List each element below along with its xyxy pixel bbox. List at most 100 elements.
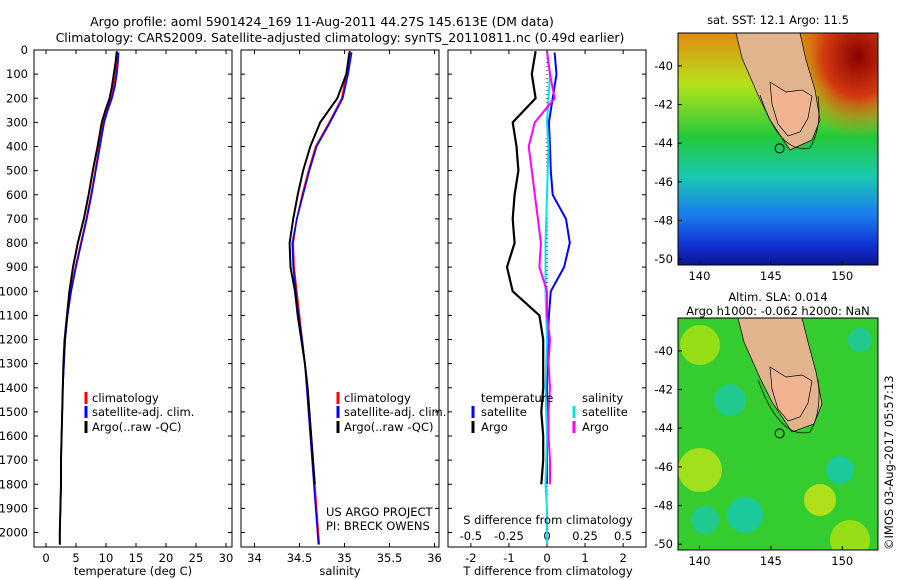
legend-sal-argo-label: Argo — [582, 420, 609, 434]
sla-map-axes: 140 145 150 -40 -42 -44 -46 -48 -50 — [654, 344, 853, 568]
map-y-tick-label: -40 — [654, 344, 673, 358]
difference-series-temperature-satellite — [546, 52, 571, 485]
project-annotation-line1: US ARGO PROJECT — [326, 505, 434, 519]
imos-watermark: ©IMOS 03-Aug-2017 05:57:13 — [882, 375, 896, 550]
figure-title-line1: Argo profile: aoml 5901424_169 11-Aug-20… — [90, 14, 554, 29]
salinity-diff-tick-label: -0.5 — [460, 529, 482, 543]
x-tick-label: 0 — [543, 551, 550, 565]
x-tick-label: 35.5 — [377, 551, 403, 565]
map-y-tick-label: -48 — [654, 499, 673, 513]
x-tick-label: 2 — [619, 551, 626, 565]
difference-xlabel-salinity: S difference from climatology — [463, 513, 633, 527]
sla-anomaly-patches — [678, 325, 872, 550]
difference-series-salinity-argo — [527, 51, 556, 485]
figure-title-line2: Climatology: CARS2009. Satellite-adjuste… — [56, 30, 625, 45]
legend-satellite-label: satellite-adj. clim. — [92, 405, 194, 419]
x-tick-label: 0 — [42, 551, 49, 565]
sla-patch — [826, 456, 854, 484]
map-y-tick-label: -48 — [654, 214, 673, 228]
depth-tick-label: 1900 — [0, 501, 28, 515]
depth-tick-label: 600 — [6, 188, 28, 202]
map-x-tick-label: 150 — [831, 554, 853, 568]
legend-temp-satellite-label: satellite — [481, 405, 527, 419]
temperature-series-argo — [58, 51, 118, 545]
x-tick-label: 20 — [159, 551, 174, 565]
map-y-tick-label: -46 — [654, 460, 673, 474]
legend-climatology-label: climatology — [344, 391, 411, 405]
temperature-xlabel: temperature (deg C) — [74, 564, 192, 578]
sst-map-frame — [677, 32, 879, 266]
depth-tick-label: 900 — [6, 260, 28, 274]
depth-tick-label: 2000 — [0, 526, 28, 540]
legend-argo-label: Argo(..raw -QC) — [92, 420, 182, 434]
sla-map: Altim. SLA: 0.014 Argo h1000: -0.062 h20… — [654, 290, 879, 568]
depth-tick-label: 200 — [6, 91, 28, 105]
sla-patch — [727, 497, 763, 533]
difference-legend: temperature satellite Argo salinity sate… — [471, 391, 628, 434]
map-y-tick-label: -50 — [654, 537, 673, 551]
depth-tick-label: 1700 — [0, 453, 28, 467]
sla-patch — [714, 384, 746, 416]
tasmania-island — [769, 81, 813, 137]
map-y-tick-label: -44 — [654, 421, 673, 435]
temperature-legend: climatology satellite-adj. clim. Argo(..… — [84, 391, 194, 434]
map-y-tick-label: -50 — [654, 252, 673, 266]
isobath-contour — [757, 379, 820, 434]
depth-tick-label: 1800 — [0, 477, 28, 491]
sla-patch — [691, 506, 719, 534]
salinity-panel-frame — [240, 49, 440, 548]
salinity-series-climatology — [292, 52, 350, 545]
temperature-panel-frame — [33, 49, 233, 548]
sla-patch — [680, 325, 720, 365]
sla-map-frame — [677, 317, 879, 551]
sla-patch — [804, 484, 836, 516]
depth-tick-label: 300 — [6, 115, 28, 129]
x-tick-label: -2 — [465, 551, 476, 565]
legend-temp-argo-label: Argo — [481, 420, 508, 434]
map-y-tick-label: -40 — [654, 59, 673, 73]
salinity-plot: 34 34.5 35 35.5 36 — [247, 50, 442, 565]
x-tick-label: 10 — [99, 551, 114, 565]
x-tick-label: 36 — [427, 551, 442, 565]
salinity-xlabel: salinity — [319, 564, 360, 578]
legend-satellite-label: satellite-adj. clim. — [344, 405, 446, 419]
depth-tick-label: 400 — [6, 140, 28, 154]
sst-map-title: sat. SST: 12.1 Argo: 11.5 — [707, 13, 849, 27]
x-tick-label: 30 — [219, 551, 234, 565]
map-x-tick-label: 140 — [688, 554, 710, 568]
depth-tick-label: 700 — [6, 212, 28, 226]
x-tick-label: -1 — [503, 551, 514, 565]
map-y-tick-label: -44 — [654, 136, 673, 150]
salinity-diff-tick-label: 0.5 — [614, 529, 632, 543]
salinity-diff-tick-label: 0.25 — [572, 529, 598, 543]
depth-tick-label: 1500 — [0, 405, 28, 419]
sla-patch — [848, 328, 872, 352]
map-y-tick-label: -42 — [654, 383, 673, 397]
temperature-plot: 0 5 10 15 20 25 30 — [42, 50, 233, 565]
x-tick-label: 34 — [247, 551, 262, 565]
legend-argo-label: Argo(..raw -QC) — [344, 420, 434, 434]
argo-location-marker — [774, 428, 785, 439]
project-annotation-line2: PI: BRECK OWENS — [326, 519, 430, 533]
map-x-tick-label: 145 — [760, 554, 782, 568]
depth-tick-label: 800 — [6, 236, 28, 250]
argo-location-marker — [774, 143, 785, 154]
x-tick-label: 34.5 — [287, 551, 313, 565]
difference-plot: -2 -1 0 1 2-0.5 -0.25 0 0.25 0.5 — [460, 50, 632, 565]
x-tick-label: 5 — [72, 551, 79, 565]
depth-tick-label: 1300 — [0, 357, 28, 371]
depth-tick-label: 500 — [6, 164, 28, 178]
map-x-tick-label: 150 — [831, 269, 853, 283]
sla-map-title-line1: Altim. SLA: 0.014 — [728, 290, 827, 304]
depth-tick-label: 1400 — [0, 381, 28, 395]
x-tick-label: 25 — [189, 551, 204, 565]
legend-temperature-title: temperature — [481, 391, 553, 405]
sla-patch — [830, 520, 870, 550]
difference-series-temperature-argo — [505, 51, 545, 485]
sst-map-axes: 140 145 150 -40 -42 -44 -46 -48 -50 — [654, 59, 853, 283]
map-y-tick-label: -42 — [654, 98, 673, 112]
sla-map-title-line2: Argo h1000: -0.062 h2000: NaN — [686, 304, 870, 318]
depth-tick-label: 1000 — [0, 284, 28, 298]
map-y-tick-label: -46 — [654, 175, 673, 189]
